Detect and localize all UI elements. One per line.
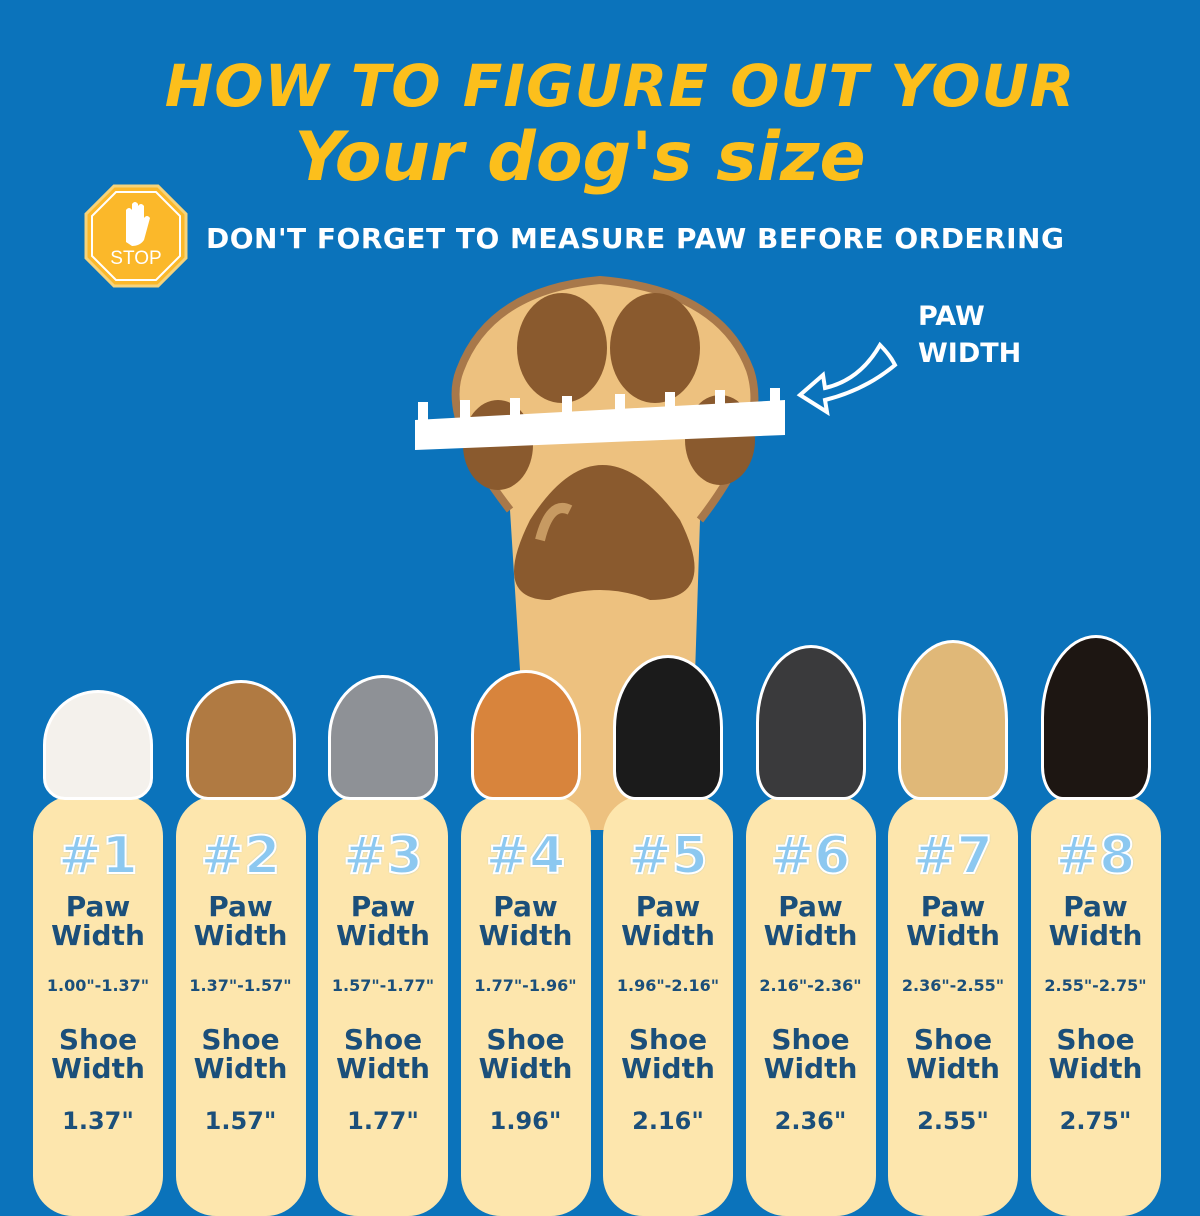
paw-width-range: 2.55"-2.75" (1044, 976, 1147, 995)
shoe-width-label: Shoe Width (336, 1023, 430, 1085)
paw-width-range: 2.16"-2.36" (759, 976, 862, 995)
paw-width-range: 1.37"-1.57" (189, 976, 292, 995)
shoe-width-value: 2.16" (632, 1107, 704, 1135)
paw-width-label: Paw Width (51, 890, 145, 952)
paw-width-label: Paw Width (1048, 890, 1143, 952)
paw-width-range: 1.96"-2.16" (616, 976, 720, 995)
shoe-width-value: 1.57" (204, 1107, 277, 1135)
dog-photo-yorkshire-terrier (185, 680, 296, 800)
size-number: #7 (912, 825, 994, 887)
paw-diagram (415, 275, 785, 830)
paw-width-label: Paw Width (621, 890, 715, 952)
size-card: #5 Paw Width 1.96"-2.16" Shoe Width 2.16" (603, 796, 733, 1216)
title-line-2: Your dog's size (294, 118, 866, 197)
title-line-1: HOW TO FIGURE OUT YOUR (164, 52, 1076, 120)
dog-photo-bearded-collie (328, 675, 438, 800)
shoe-width-value: 2.55" (917, 1107, 989, 1135)
size-card: #8 Paw Width 2.55"-2.75" Shoe Width 2.75" (1030, 796, 1161, 1216)
size-number: #4 (485, 825, 567, 887)
dog-photo-shiba-inu (470, 670, 581, 800)
paw-width-label: Paw Width (763, 890, 858, 952)
paw-width-range: 2.36"-2.55" (901, 976, 1005, 995)
size-card: #4 Paw Width 1.77"-1.96" Shoe Width 1.96" (460, 796, 591, 1216)
paw-width-range: 1.00"-1.37" (46, 976, 150, 995)
shoe-width-label: Shoe Width (763, 1023, 858, 1085)
size-card: #1 Paw Width 1.00"-1.37" Shoe Width 1.37" (33, 796, 163, 1216)
dog-photo-maltese (43, 690, 153, 800)
shoe-width-value: 1.96" (489, 1107, 562, 1135)
dog-photo-golden-retriever (898, 640, 1008, 800)
shoe-width-value: 1.77" (347, 1107, 419, 1135)
size-number: #5 (627, 825, 709, 887)
size-card: #7 Paw Width 2.36"-2.55" Shoe Width 2.55" (888, 796, 1018, 1216)
shoe-width-label: Shoe Width (621, 1023, 715, 1085)
shoe-width-value: 1.37" (62, 1107, 134, 1135)
dog-photo-rottweiler (1040, 635, 1151, 800)
paw-width-label: Paw Width (478, 890, 573, 952)
paw-width-label: Paw Width (336, 890, 430, 952)
shoe-width-label: Shoe Width (51, 1023, 145, 1085)
size-number: #3 (342, 825, 424, 887)
paw-width-range: 1.77"-1.96" (474, 976, 577, 995)
svg-text:STOP: STOP (110, 248, 161, 269)
dog-photo-border-collie (613, 655, 723, 800)
size-card: #2 Paw Width 1.37"-1.57" Shoe Width 1.57" (175, 796, 306, 1216)
shoe-width-value: 2.36" (774, 1107, 847, 1135)
size-number: #1 (57, 825, 139, 887)
stop-sign-icon: STOP (84, 184, 188, 288)
subtitle: DON'T FORGET TO MEASURE PAW BEFORE ORDER… (206, 222, 1065, 255)
shoe-width-label: Shoe Width (478, 1023, 573, 1085)
shoe-width-value: 2.75" (1059, 1107, 1132, 1135)
paw-width-label: PAW WIDTH (918, 301, 1022, 369)
paw-width-label: Paw Width (906, 890, 1000, 952)
size-number: #6 (770, 825, 852, 887)
size-card: #3 Paw Width 1.57"-1.77" Shoe Width 1.77" (318, 796, 448, 1216)
size-number: #2 (200, 825, 282, 887)
shoe-width-label: Shoe Width (1048, 1023, 1143, 1085)
shoe-width-label: Shoe Width (906, 1023, 1000, 1085)
paw-width-label: Paw Width (193, 890, 288, 952)
size-number: #8 (1055, 825, 1137, 887)
arrow-icon (796, 341, 898, 417)
shoe-width-label: Shoe Width (193, 1023, 288, 1085)
dog-photo-husky (755, 645, 866, 800)
size-card: #6 Paw Width 2.16"-2.36" Shoe Width 2.36" (745, 796, 876, 1216)
paw-width-range: 1.57"-1.77" (331, 976, 435, 995)
